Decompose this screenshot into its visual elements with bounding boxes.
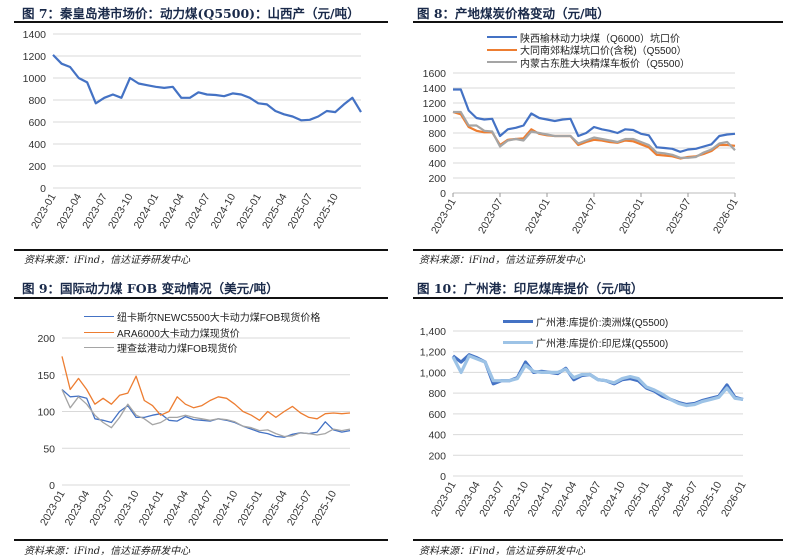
y-tick-label: 200 bbox=[28, 161, 46, 173]
x-tick-label: 2025-01 bbox=[617, 196, 647, 236]
divider bbox=[413, 21, 783, 23]
legend-swatch bbox=[487, 61, 517, 64]
y-tick-label: 1600 bbox=[423, 68, 447, 80]
chart-9-svg: 0501001502002023-012023-042023-072023-10… bbox=[37, 333, 351, 528]
chart-8-svg: 0 200 400 600 800 1000 1200 1400 1600 2023-01 2023… bbox=[423, 68, 741, 236]
y-tick-label: 1200 bbox=[423, 98, 447, 110]
y-tick-label: 0 bbox=[40, 183, 46, 195]
legend-swatch bbox=[487, 48, 517, 51]
legend-swatch bbox=[503, 320, 533, 323]
legend-label: 广州港:库提价:印尼煤(Q5500) bbox=[536, 339, 669, 350]
divider bbox=[413, 249, 783, 251]
y-tick-label: 1,200 bbox=[420, 347, 446, 359]
y-tick-label: 600 bbox=[428, 143, 446, 155]
legend-label: 陕西榆林动力块煤（Q6000）坑口价 bbox=[520, 33, 681, 45]
y-tick-label: 800 bbox=[28, 95, 46, 107]
legend-label: 广州港:库提价:澳洲煤(Q5500) bbox=[536, 318, 669, 329]
x-tick-label: 2025-07 bbox=[664, 196, 694, 236]
divider bbox=[14, 539, 388, 541]
chart-10-svg: 02004006008001,0001,2001,4002023-012023-… bbox=[420, 326, 749, 519]
legend-swatch bbox=[84, 347, 114, 349]
legend-item: 内蒙古东胜大块精煤车板价（Q5500） bbox=[487, 56, 691, 70]
y-tick-label: 1200 bbox=[23, 51, 47, 63]
series-line bbox=[61, 389, 351, 438]
y-tick-label: 0 bbox=[440, 188, 446, 200]
figure-title: 图 7：秦皇岛港市场价：动力煤(Q5500)：山西产（元/吨） bbox=[22, 6, 360, 21]
legend: 广州港:库提价:澳洲煤(Q5500) 广州港:库提价:印尼煤(Q5500) bbox=[503, 311, 668, 353]
y-tick-label: 800 bbox=[428, 128, 446, 140]
source-note: 资料来源：iFind，信达证券研发中心 bbox=[419, 546, 586, 557]
x-tick-label: 2025-10 bbox=[311, 191, 341, 231]
y-tick-label: 100 bbox=[37, 407, 55, 419]
y-tick-label: 0 bbox=[49, 480, 55, 492]
legend-item: 广州港:库提价:澳洲煤(Q5500) bbox=[503, 311, 668, 332]
legend: 陕西榆林动力块煤（Q6000）坑口价 大同南郊粘煤坑口价(含税)（Q5500） 内蒙… bbox=[487, 31, 691, 70]
x-tick-label: 2023-07 bbox=[476, 196, 506, 236]
y-tick-label: 1000 bbox=[423, 113, 447, 125]
y-tick-label: 150 bbox=[37, 370, 55, 382]
y-tick-label: 200 bbox=[428, 173, 446, 185]
divider bbox=[14, 249, 388, 251]
legend-label: 大同南郊粘煤坑口价(含税)（Q5500） bbox=[520, 46, 687, 58]
chart-7-svg: 02004006008001000120014002023-012023-042… bbox=[23, 29, 362, 231]
legend: 纽卡斯尔NEWC5500大卡动力煤FOB现货价格 ARA6000大卡动力煤现货价理… bbox=[84, 309, 320, 356]
y-tick-label: 400 bbox=[428, 158, 446, 170]
legend-label: 理查兹港动力煤FOB现货价 bbox=[117, 344, 238, 356]
y-tick-label: 50 bbox=[43, 443, 55, 455]
legend-item: 大同南郊粘煤坑口价(含税)（Q5500） bbox=[487, 44, 690, 57]
divider bbox=[413, 539, 783, 541]
y-tick-label: 1,400 bbox=[420, 326, 446, 338]
x-tick-label: 2023-01 bbox=[429, 196, 459, 236]
figure-title: 图 9：国际动力煤 FOB 变动情况（美元/吨） bbox=[22, 281, 279, 296]
legend-swatch bbox=[487, 36, 517, 39]
y-tick-label: 400 bbox=[28, 139, 46, 151]
legend-swatch bbox=[84, 316, 114, 318]
divider bbox=[14, 21, 388, 23]
figure-10: 图 10：广州港：印尼煤库提价（元/吨） 广州港:库提价:澳洲煤(Q5500) 广… bbox=[395, 275, 789, 560]
y-tick-label: 600 bbox=[428, 409, 446, 421]
y-tick-label: 0 bbox=[440, 471, 446, 483]
legend-item: 理查兹港动力煤FOB现货价 bbox=[84, 340, 320, 356]
legend-label: ARA6000大卡动力煤现货价 bbox=[117, 328, 240, 340]
y-tick-label: 800 bbox=[428, 388, 446, 400]
series-line bbox=[453, 110, 736, 159]
y-tick-label: 600 bbox=[28, 117, 46, 129]
series-line bbox=[52, 54, 362, 122]
figure-7: 图 7：秦皇岛港市场价：动力煤(Q5500)：山西产（元/吨） 0 200 400 6… bbox=[0, 0, 394, 280]
x-tick-label: 2024-07 bbox=[570, 196, 600, 236]
x-tick-label: 2026-01 bbox=[711, 196, 741, 236]
legend-item: 广州港:库提价:印尼煤(Q5500) bbox=[503, 332, 668, 353]
legend-label: 内蒙古东胜大块精煤车板价（Q5500） bbox=[520, 58, 691, 70]
legend-item: 陕西榆林动力块煤（Q6000）坑口价 bbox=[487, 31, 690, 45]
source-note: 资料来源：iFind，信达证券研发中心 bbox=[24, 546, 191, 557]
series-line bbox=[451, 354, 744, 408]
y-tick-label: 1000 bbox=[23, 73, 47, 85]
legend-item: 纽卡斯尔NEWC5500大卡动力煤FOB现货价格 bbox=[84, 309, 320, 325]
y-tick-label: 400 bbox=[428, 430, 446, 442]
y-tick-label: 1,000 bbox=[420, 367, 446, 379]
y-tick-label: 200 bbox=[428, 450, 446, 462]
legend-swatch bbox=[503, 341, 533, 344]
divider bbox=[14, 297, 388, 299]
figure-8: 图 8：产地煤炭价格变动（元/吨） 陕西榆林动力块煤（Q6000）坑口价 大同南郊… bbox=[395, 0, 789, 280]
legend-swatch bbox=[84, 331, 114, 333]
figure-title: 图 10：广州港：印尼煤库提价（元/吨） bbox=[417, 281, 644, 296]
legend-label: 纽卡斯尔NEWC5500大卡动力煤FOB现货价格 bbox=[117, 313, 321, 325]
figure-9: 图 9：国际动力煤 FOB 变动情况（美元/吨） 纽卡斯尔NEWC5500大卡动… bbox=[0, 275, 394, 560]
series-line bbox=[453, 88, 736, 153]
series-line bbox=[61, 389, 351, 438]
series-line bbox=[61, 356, 351, 421]
y-tick-label: 200 bbox=[37, 333, 55, 345]
x-tick-label: 2024-01 bbox=[523, 196, 553, 236]
legend-item: ARA6000大卡动力煤现货价 bbox=[84, 325, 320, 341]
divider bbox=[413, 297, 783, 299]
y-tick-label: 1400 bbox=[423, 83, 447, 95]
source-note: 资料来源：iFind，信达证券研发中心 bbox=[419, 255, 586, 266]
y-tick-label: 1400 bbox=[23, 29, 47, 41]
source-note: 资料来源：iFind，信达证券研发中心 bbox=[24, 255, 191, 266]
figure-title: 图 8：产地煤炭价格变动（元/吨） bbox=[417, 6, 610, 21]
